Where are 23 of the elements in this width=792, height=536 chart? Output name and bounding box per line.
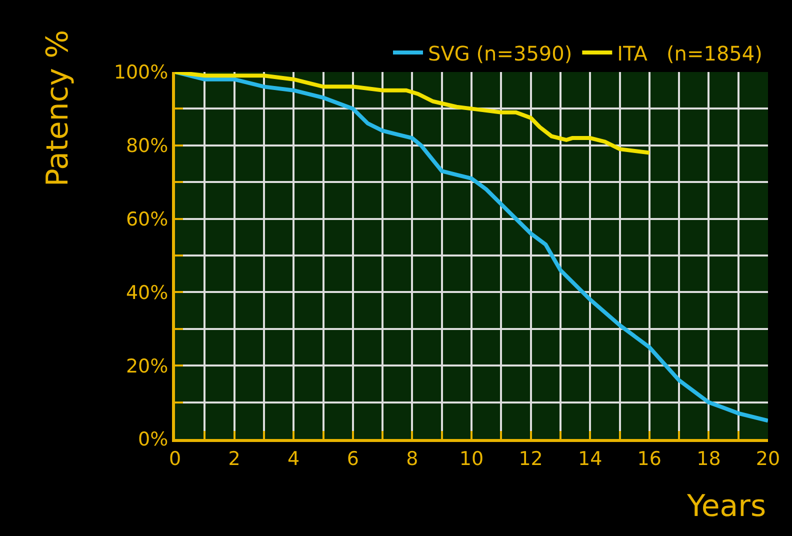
x-axis-title: Years <box>686 489 766 524</box>
line-series <box>175 72 768 423</box>
x-tick-label: 12 <box>518 448 543 470</box>
y-tick-label: 0% <box>138 428 168 451</box>
line-series <box>175 72 652 155</box>
x-tick-label: 4 <box>288 448 300 470</box>
y-tick-label: 100% <box>114 62 168 84</box>
y-tick-label: 60% <box>126 208 168 230</box>
x-tick-label: 18 <box>696 448 721 470</box>
x-tick-label: 0 <box>168 448 182 470</box>
x-tick-label: 10 <box>459 448 484 470</box>
y-tick-label: 40% <box>126 282 168 304</box>
y-axis-title: Patency % <box>40 30 76 187</box>
x-tick-label: 14 <box>578 448 602 470</box>
y-tick-label: 20% <box>126 355 168 378</box>
x-tick-label: 8 <box>406 448 418 470</box>
legend-label: SVG (n=3590) <box>428 41 572 66</box>
x-tick-label: 2 <box>228 448 240 470</box>
x-tick-label: 16 <box>637 448 662 470</box>
x-tick-label: 6 <box>346 448 359 470</box>
y-tick-label: 80% <box>126 135 168 158</box>
legend-label: ITA (n=1854) <box>617 41 762 66</box>
x-tick-label: 20 <box>756 448 780 470</box>
